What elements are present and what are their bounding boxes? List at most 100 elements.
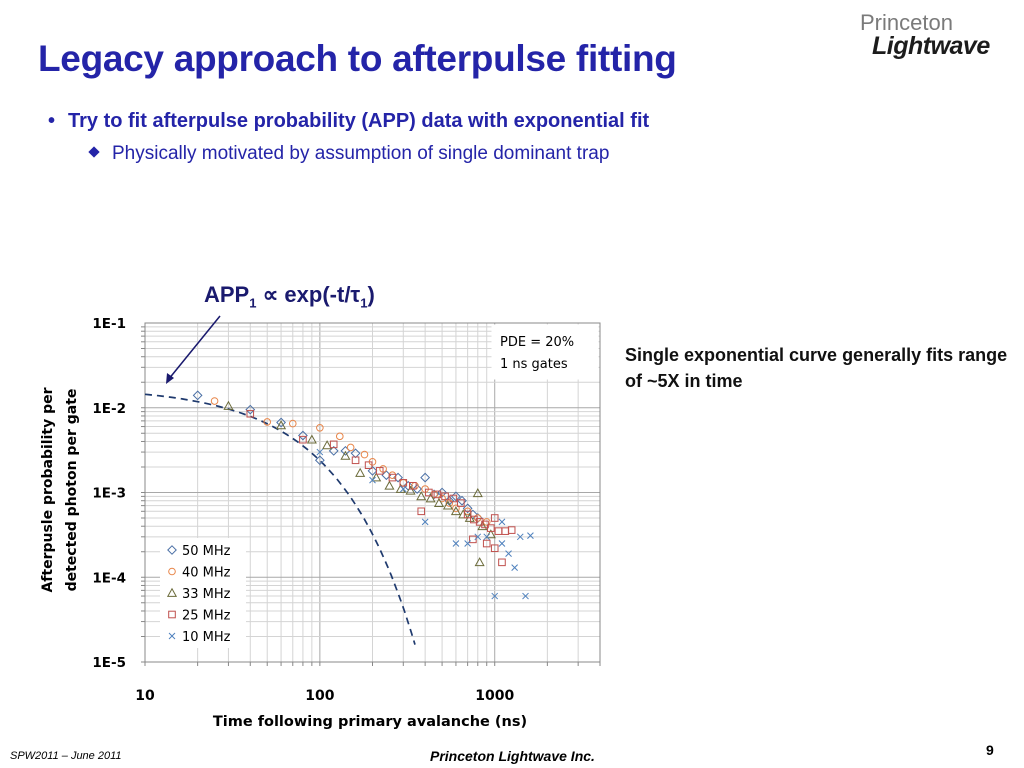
y-axis-label-line2: detected photon per gate bbox=[64, 388, 80, 592]
data-point-circle bbox=[445, 499, 454, 507]
data-point-diamond bbox=[328, 445, 339, 456]
fit-curve bbox=[144, 393, 416, 645]
x-tick-label: 10 bbox=[135, 688, 155, 704]
bullet-dot-icon: • bbox=[48, 110, 56, 132]
x-marker-stroke bbox=[464, 540, 471, 547]
data-point-circle bbox=[360, 450, 369, 459]
data-point-x bbox=[505, 550, 512, 557]
data-point-x bbox=[516, 533, 524, 541]
x-marker-stroke bbox=[527, 532, 534, 539]
data-point-x bbox=[491, 592, 499, 600]
data-point-square bbox=[441, 492, 449, 501]
data-point-diamond bbox=[462, 503, 473, 514]
footer-event: SPW2011 – June 2011 bbox=[10, 750, 122, 762]
footer-company: Princeton Lightwave Inc. bbox=[430, 748, 595, 764]
data-point-triangle bbox=[405, 485, 416, 495]
data-point-square bbox=[490, 514, 499, 522]
slide-title: Legacy approach to afterpulse fitting bbox=[38, 38, 677, 79]
data-point-triangle bbox=[340, 450, 351, 460]
eq-sub1: 1 bbox=[249, 295, 257, 311]
data-point-circle bbox=[263, 418, 272, 426]
data-point-triangle bbox=[371, 472, 382, 482]
x-marker-stroke bbox=[452, 540, 460, 547]
data-point-square bbox=[498, 558, 506, 567]
x-marker-stroke bbox=[316, 448, 324, 456]
bullet-main: • Try to fit afterpulse probability (APP)… bbox=[48, 110, 649, 133]
legend-label: 50 MHz bbox=[182, 544, 231, 559]
data-point-x bbox=[369, 476, 376, 484]
data-point-diamond bbox=[298, 430, 308, 441]
eq-end: ) bbox=[367, 282, 375, 307]
data-point-triangle bbox=[355, 467, 366, 477]
data-point-triangle bbox=[450, 506, 461, 516]
x-marker-stroke bbox=[421, 518, 429, 526]
data-point-x bbox=[421, 518, 429, 526]
data-point-square bbox=[449, 494, 458, 503]
data-point-triangle bbox=[442, 500, 453, 510]
data-point-square bbox=[299, 435, 307, 444]
data-points-layer bbox=[192, 390, 534, 600]
data-point-square bbox=[494, 527, 503, 535]
data-point-triangle bbox=[223, 400, 234, 410]
y-tick-label: 1E-2 bbox=[92, 401, 126, 417]
plot-frame bbox=[144, 322, 601, 663]
data-point-square bbox=[375, 467, 384, 475]
data-point-triangle bbox=[474, 557, 485, 567]
data-point-square bbox=[399, 479, 408, 487]
data-point-circle bbox=[335, 432, 344, 441]
data-point-triangle bbox=[322, 440, 333, 450]
side-note: Single exponential curve generally fits … bbox=[625, 345, 1008, 391]
data-point-square bbox=[490, 544, 499, 553]
legend-marker-diamond bbox=[167, 545, 177, 555]
data-point-circle bbox=[316, 423, 324, 432]
legend-label: 33 MHz bbox=[182, 587, 231, 602]
data-point-triangle bbox=[425, 493, 436, 503]
data-point-x bbox=[464, 540, 471, 547]
x-marker-stroke bbox=[474, 533, 482, 541]
data-point-diamond bbox=[192, 390, 203, 401]
x-marker-stroke bbox=[498, 540, 506, 547]
legend-marker-triangle bbox=[166, 587, 178, 597]
eq-app: APP bbox=[204, 282, 250, 307]
annotation-arrow-line bbox=[167, 315, 221, 381]
x-marker-stroke bbox=[522, 592, 529, 600]
page-number: 9 bbox=[986, 742, 994, 758]
data-point-diamond bbox=[314, 455, 325, 466]
data-point-square bbox=[482, 539, 491, 548]
data-point-square bbox=[388, 473, 397, 482]
legend-marker-square bbox=[168, 610, 176, 619]
data-point-diamond bbox=[245, 404, 256, 415]
data-point-square bbox=[364, 461, 373, 469]
x-marker-stroke bbox=[369, 476, 376, 484]
x-marker-stroke bbox=[483, 533, 491, 541]
x-marker-stroke bbox=[491, 592, 499, 600]
y-tick-label: 1E-4 bbox=[92, 570, 126, 586]
data-point-triangle bbox=[276, 420, 287, 430]
data-point-triangle bbox=[458, 509, 469, 519]
chart-legend: 50 MHz 40 MHz 33 MHz 25 MHz 10 MHz bbox=[160, 538, 246, 648]
data-point-square bbox=[329, 440, 338, 449]
data-point-square bbox=[408, 481, 417, 490]
data-point-square bbox=[501, 527, 510, 535]
y-tick-label: 1E-1 bbox=[92, 316, 126, 332]
data-point-square bbox=[487, 524, 495, 532]
x-marker-stroke bbox=[168, 632, 176, 640]
data-point-square bbox=[246, 409, 255, 418]
fit-curve-layer bbox=[144, 393, 416, 645]
x-tick-label: 100 bbox=[305, 688, 334, 704]
data-point-triangle bbox=[384, 480, 395, 490]
info-box-line: 1 ns gates bbox=[500, 357, 568, 372]
data-point-triangle bbox=[477, 520, 488, 531]
annotation-arrow-head bbox=[166, 373, 174, 384]
y-tick-label: 1E-3 bbox=[92, 486, 126, 502]
data-point-triangle bbox=[472, 488, 483, 498]
legend-label: 10 MHz bbox=[182, 630, 231, 645]
legend-label: 25 MHz bbox=[182, 609, 231, 624]
data-point-square bbox=[425, 488, 433, 497]
data-point-diamond bbox=[412, 484, 423, 494]
company-logo: Princeton Lightwave bbox=[858, 10, 1018, 60]
data-point-x bbox=[527, 532, 534, 539]
data-point-x bbox=[498, 518, 506, 526]
x-marker-stroke bbox=[511, 564, 519, 571]
